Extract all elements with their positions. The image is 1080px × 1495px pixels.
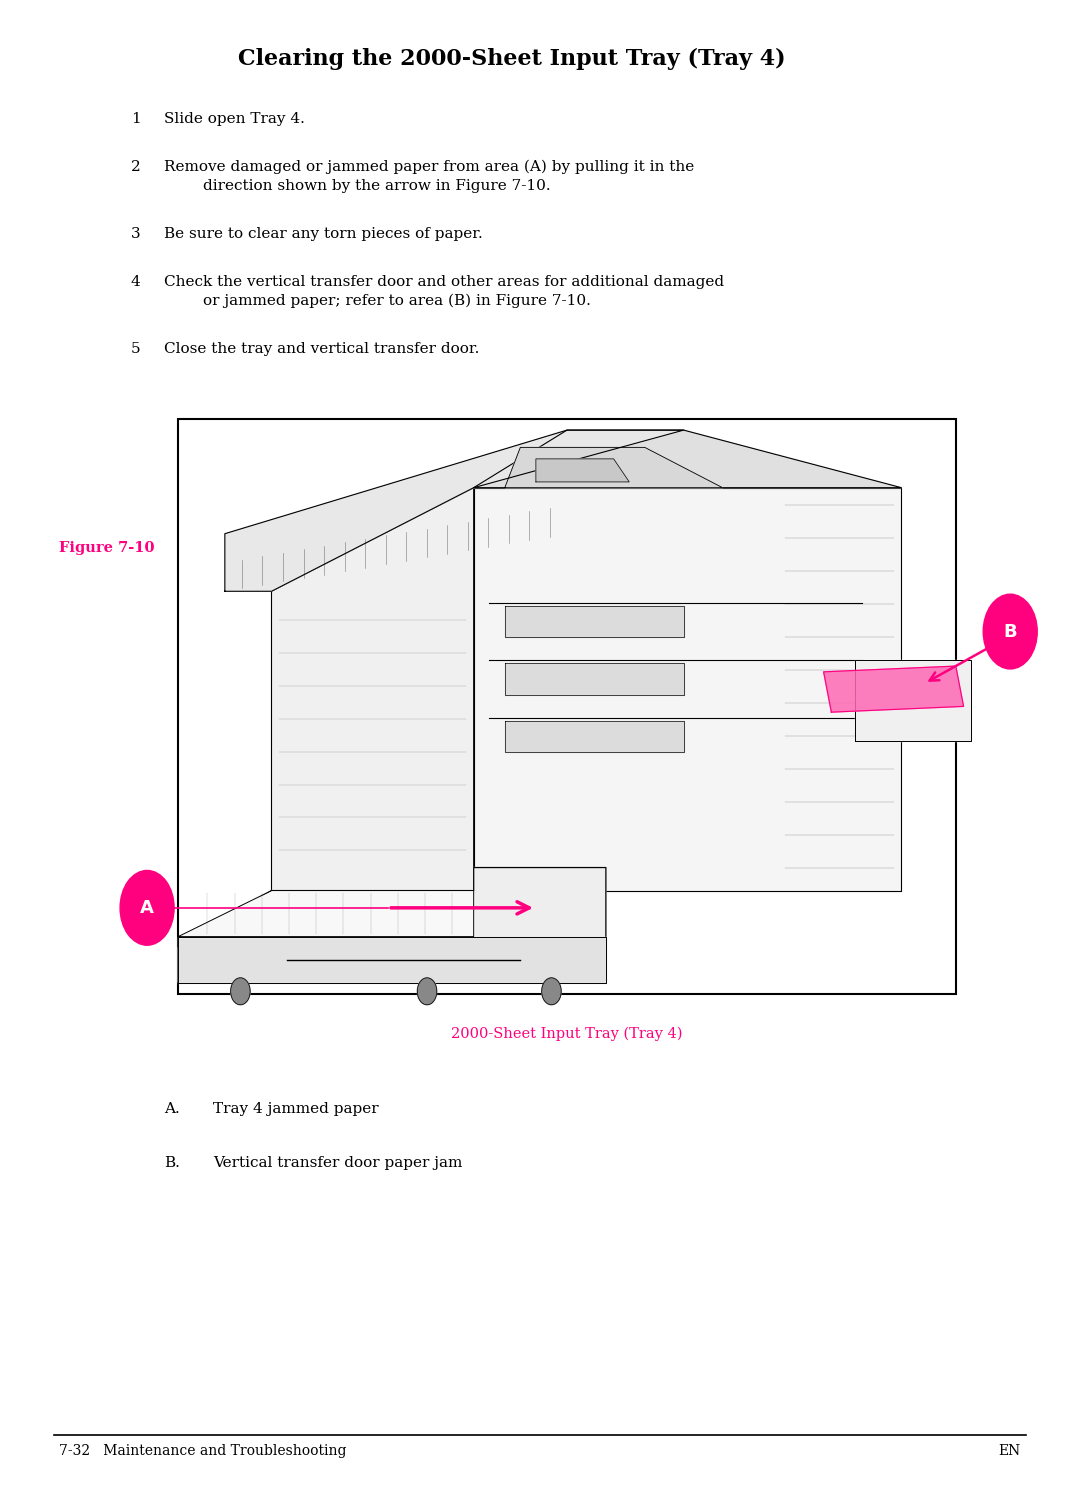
Polygon shape [504,605,684,637]
Polygon shape [178,867,606,982]
Bar [178,419,956,994]
Text: Figure 7-10: Figure 7-10 [59,541,154,555]
Text: Remove damaged or jammed paper from area (A) by pulling it in the
        direct: Remove damaged or jammed paper from area… [164,160,694,193]
Polygon shape [178,891,474,936]
Text: 2: 2 [131,160,140,173]
Circle shape [231,978,251,1005]
Text: 1: 1 [131,112,140,126]
Text: 5: 5 [131,342,140,356]
Text: Tray 4 jammed paper: Tray 4 jammed paper [213,1102,378,1115]
Polygon shape [474,431,902,487]
Text: Close the tray and vertical transfer door.: Close the tray and vertical transfer doo… [164,342,480,356]
Text: Vertical transfer door paper jam: Vertical transfer door paper jam [213,1156,462,1169]
Text: B.: B. [164,1156,180,1169]
Text: 3: 3 [131,227,140,241]
Text: B: B [1003,622,1017,640]
Text: A.: A. [164,1102,180,1115]
Polygon shape [824,667,963,712]
Circle shape [417,978,436,1005]
Polygon shape [536,459,630,481]
Text: EN: EN [998,1444,1021,1458]
Polygon shape [504,721,684,752]
Circle shape [983,594,1037,668]
Polygon shape [225,431,684,591]
Polygon shape [854,661,971,742]
Text: Clearing the 2000-Sheet Input Tray (Tray 4): Clearing the 2000-Sheet Input Tray (Tray… [238,48,785,70]
Polygon shape [504,664,684,695]
Text: Check the vertical transfer door and other areas for additional damaged
        : Check the vertical transfer door and oth… [164,275,725,308]
Circle shape [542,978,562,1005]
Text: 4: 4 [131,275,140,289]
Polygon shape [504,447,723,487]
Text: Be sure to clear any torn pieces of paper.: Be sure to clear any torn pieces of pape… [164,227,483,241]
Polygon shape [271,487,474,891]
Polygon shape [474,487,902,891]
Text: Slide open Tray 4.: Slide open Tray 4. [164,112,305,126]
Text: 2000-Sheet Input Tray (Tray 4): 2000-Sheet Input Tray (Tray 4) [451,1027,683,1042]
Text: A: A [140,898,154,916]
Text: 7-32   Maintenance and Troubleshooting: 7-32 Maintenance and Troubleshooting [59,1444,347,1458]
Polygon shape [178,936,606,982]
Circle shape [120,870,174,945]
